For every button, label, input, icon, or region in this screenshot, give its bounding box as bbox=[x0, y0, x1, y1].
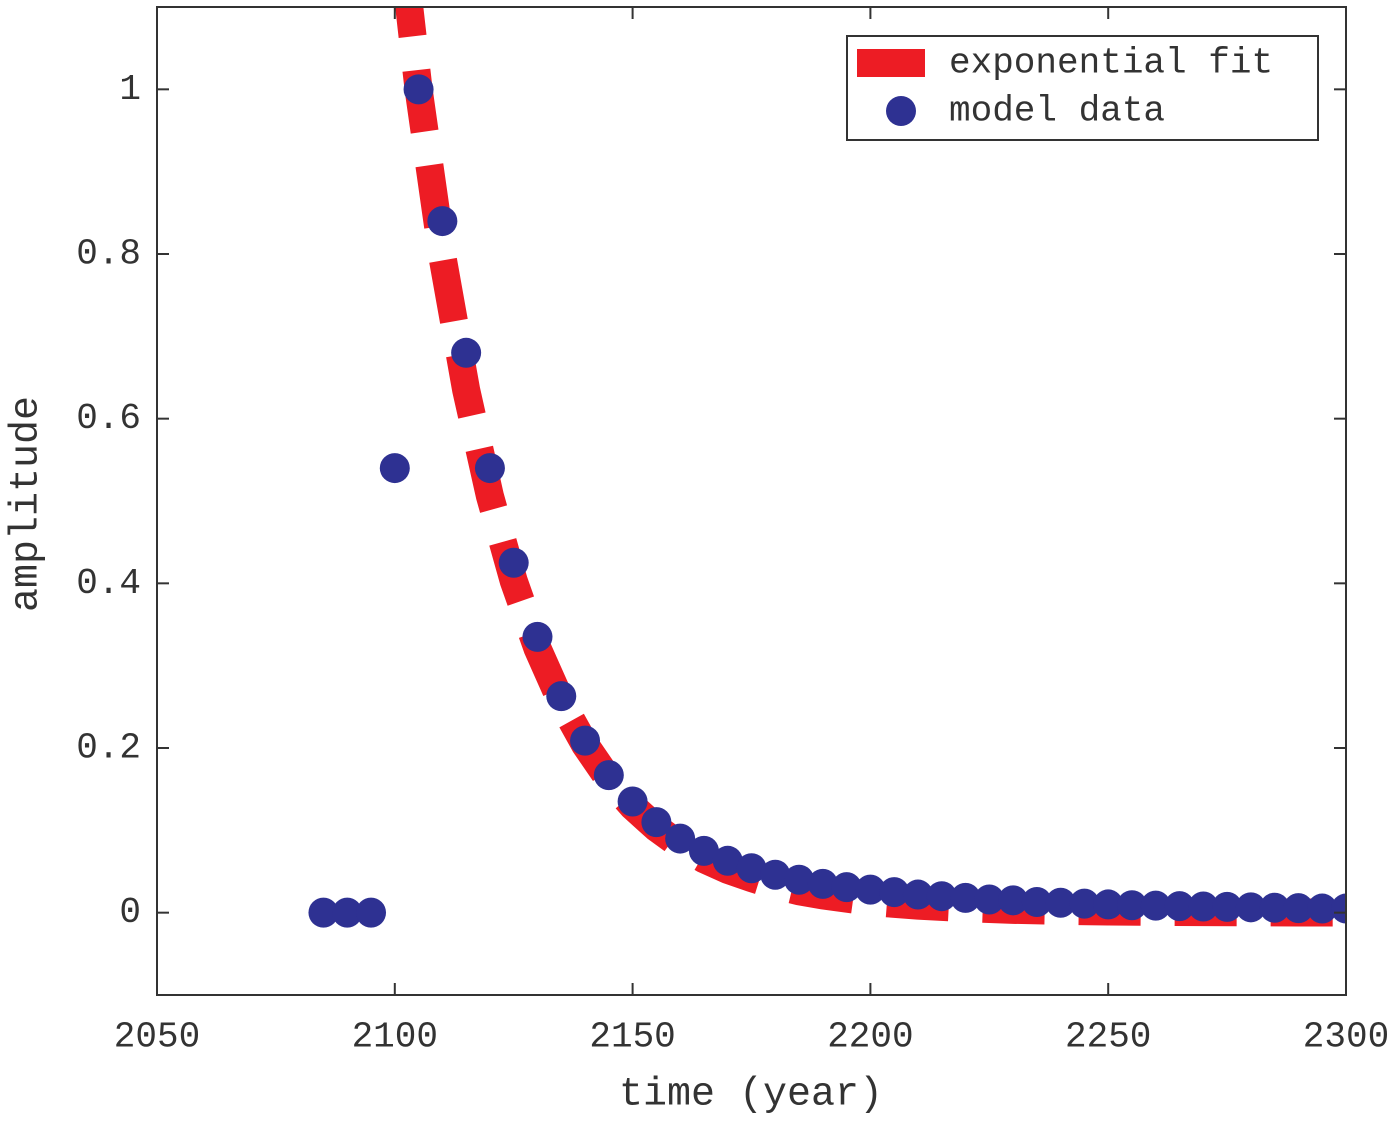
legend-swatch bbox=[886, 96, 916, 126]
data-point bbox=[855, 874, 886, 905]
data-point bbox=[356, 897, 387, 928]
data-point bbox=[1164, 891, 1195, 922]
data-point bbox=[308, 897, 339, 928]
data-point bbox=[688, 835, 719, 866]
x-tick-label: 2300 bbox=[1303, 1017, 1389, 1058]
data-point bbox=[641, 807, 672, 838]
data-point bbox=[974, 884, 1005, 915]
data-point bbox=[1283, 893, 1314, 924]
data-point bbox=[451, 337, 482, 368]
data-point bbox=[784, 864, 815, 895]
y-axis-label: amplitude bbox=[5, 396, 50, 612]
data-point bbox=[879, 877, 910, 908]
data-point bbox=[332, 897, 363, 928]
data-point bbox=[712, 845, 743, 876]
data-point bbox=[1069, 888, 1100, 919]
legend-swatch bbox=[857, 49, 925, 77]
plot-area bbox=[308, 7, 1346, 928]
data-point bbox=[1045, 887, 1076, 918]
data-point bbox=[522, 621, 553, 652]
data-point bbox=[1140, 890, 1171, 921]
data-point bbox=[570, 725, 601, 756]
data-point bbox=[474, 453, 505, 484]
legend-label: exponential fit bbox=[949, 43, 1273, 84]
data-point bbox=[427, 206, 458, 237]
x-tick-label: 2150 bbox=[589, 1017, 675, 1058]
y-tick-label: 0.2 bbox=[76, 728, 141, 769]
data-point bbox=[1116, 890, 1147, 921]
data-point bbox=[617, 786, 648, 817]
data-point bbox=[379, 453, 410, 484]
data-point bbox=[736, 853, 767, 884]
data-point bbox=[950, 882, 981, 913]
data-point bbox=[1331, 893, 1346, 924]
data-point bbox=[1235, 892, 1266, 923]
data-point bbox=[998, 885, 1029, 916]
data-point bbox=[665, 823, 696, 854]
y-tick-label: 1 bbox=[119, 69, 141, 110]
data-point bbox=[807, 868, 838, 899]
data-point bbox=[1307, 893, 1338, 924]
axes-box bbox=[156, 6, 1347, 996]
data-point bbox=[831, 872, 862, 903]
y-tick-label: 0.4 bbox=[76, 563, 141, 604]
data-point bbox=[1212, 891, 1243, 922]
data-point bbox=[902, 879, 933, 910]
data-point bbox=[1188, 891, 1219, 922]
x-tick-label: 2050 bbox=[114, 1017, 200, 1058]
data-point bbox=[1259, 892, 1290, 923]
x-axis-label: time (year) bbox=[619, 1073, 883, 1118]
data-point bbox=[760, 859, 791, 890]
data-point bbox=[498, 547, 529, 578]
data-point bbox=[926, 881, 957, 912]
legend-box bbox=[846, 35, 1319, 141]
legend-label: model data bbox=[949, 91, 1165, 132]
data-point bbox=[1093, 889, 1124, 920]
data-point bbox=[1021, 886, 1052, 917]
data-point bbox=[546, 681, 577, 712]
x-tick-label: 2250 bbox=[1065, 1017, 1151, 1058]
x-tick-label: 2100 bbox=[352, 1017, 438, 1058]
y-tick-label: 0.8 bbox=[76, 234, 141, 275]
data-point bbox=[403, 74, 434, 105]
data-point bbox=[593, 760, 624, 791]
y-tick-label: 0 bbox=[119, 892, 141, 933]
x-tick-label: 2200 bbox=[827, 1017, 913, 1058]
y-tick-label: 0.6 bbox=[76, 398, 141, 439]
